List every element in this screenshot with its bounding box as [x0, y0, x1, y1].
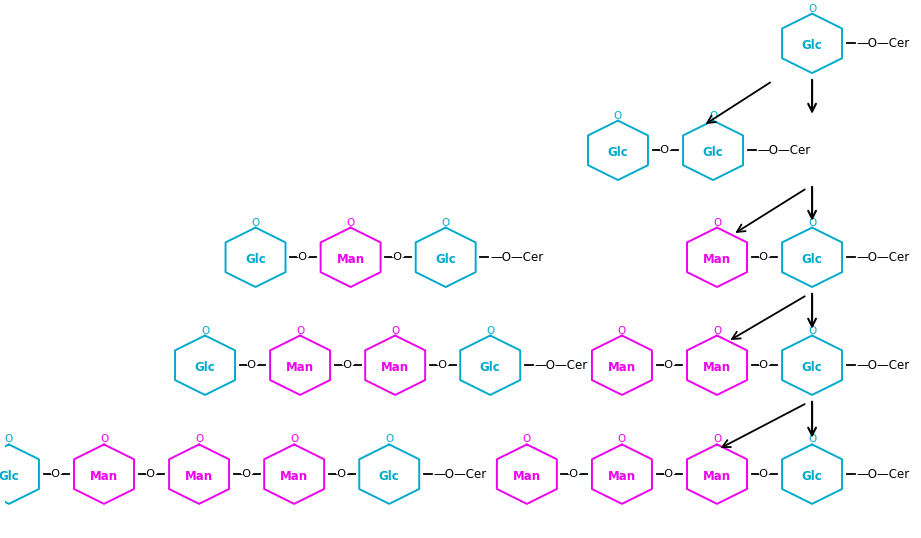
- Text: O: O: [391, 325, 400, 336]
- Text: O: O: [808, 325, 816, 336]
- Text: Glc: Glc: [194, 360, 216, 374]
- Text: O: O: [201, 325, 209, 336]
- Text: O: O: [614, 111, 622, 121]
- Text: O: O: [808, 435, 816, 444]
- Text: O: O: [441, 217, 449, 228]
- Text: Glc: Glc: [0, 470, 19, 483]
- Text: -O-: -O-: [661, 469, 678, 479]
- Text: Man: Man: [280, 470, 309, 483]
- Text: Glc: Glc: [245, 253, 266, 266]
- Text: Man: Man: [381, 360, 409, 374]
- Text: O: O: [99, 435, 108, 444]
- Text: O: O: [251, 217, 260, 228]
- Text: -O-: -O-: [565, 469, 583, 479]
- Text: O: O: [523, 435, 531, 444]
- Text: Man: Man: [286, 360, 314, 374]
- Text: -O-: -O-: [661, 360, 678, 370]
- Text: O: O: [195, 435, 204, 444]
- Text: Glc: Glc: [801, 253, 822, 266]
- Text: Glc: Glc: [801, 39, 822, 52]
- Text: —O—Cer: —O—Cer: [857, 359, 910, 372]
- Text: Man: Man: [185, 470, 213, 483]
- Text: -O-: -O-: [48, 469, 65, 479]
- Text: O: O: [296, 325, 304, 336]
- Text: O: O: [713, 217, 721, 228]
- Text: -O-: -O-: [244, 360, 262, 370]
- Text: -O-: -O-: [295, 252, 311, 263]
- Text: Glc: Glc: [801, 470, 822, 483]
- Text: -O-: -O-: [756, 360, 773, 370]
- Text: -O-: -O-: [657, 145, 674, 155]
- Text: -O-: -O-: [756, 252, 773, 263]
- Text: —O—Cer: —O—Cer: [535, 359, 588, 372]
- Text: -O-: -O-: [143, 469, 160, 479]
- Text: Glc: Glc: [801, 360, 822, 374]
- Text: Glc: Glc: [608, 146, 628, 159]
- Text: O: O: [346, 217, 355, 228]
- Text: O: O: [713, 435, 721, 444]
- Text: Man: Man: [703, 360, 731, 374]
- Text: Man: Man: [608, 360, 636, 374]
- Text: —O—Cer: —O—Cer: [857, 251, 910, 264]
- Text: -O-: -O-: [333, 469, 350, 479]
- Text: —O—Cer: —O—Cer: [857, 468, 910, 480]
- Text: —O—Cer: —O—Cer: [758, 144, 810, 157]
- Text: O: O: [713, 325, 721, 336]
- Text: Glc: Glc: [379, 470, 400, 483]
- Text: Glc: Glc: [436, 253, 456, 266]
- Text: O: O: [709, 111, 717, 121]
- Text: Man: Man: [336, 253, 365, 266]
- Text: —O—Cer: —O—Cer: [490, 251, 543, 264]
- Text: O: O: [486, 325, 495, 336]
- Text: —O—Cer: —O—Cer: [434, 468, 487, 480]
- Text: Glc: Glc: [703, 146, 723, 159]
- Text: O: O: [290, 435, 298, 444]
- Text: -O-: -O-: [756, 469, 773, 479]
- Text: O: O: [5, 435, 13, 444]
- Text: -O-: -O-: [390, 252, 407, 263]
- Text: -O-: -O-: [339, 360, 356, 370]
- Text: Man: Man: [90, 470, 118, 483]
- Text: O: O: [808, 4, 816, 13]
- Text: Man: Man: [703, 470, 731, 483]
- Text: O: O: [385, 435, 393, 444]
- Text: Man: Man: [513, 470, 541, 483]
- Text: Glc: Glc: [480, 360, 501, 374]
- Text: O: O: [618, 325, 626, 336]
- Text: -O-: -O-: [434, 360, 451, 370]
- Text: O: O: [808, 217, 816, 228]
- Text: Man: Man: [608, 470, 636, 483]
- Text: -O-: -O-: [238, 469, 255, 479]
- Text: O: O: [618, 435, 626, 444]
- Text: —O—Cer: —O—Cer: [857, 37, 910, 50]
- Text: Man: Man: [703, 253, 731, 266]
